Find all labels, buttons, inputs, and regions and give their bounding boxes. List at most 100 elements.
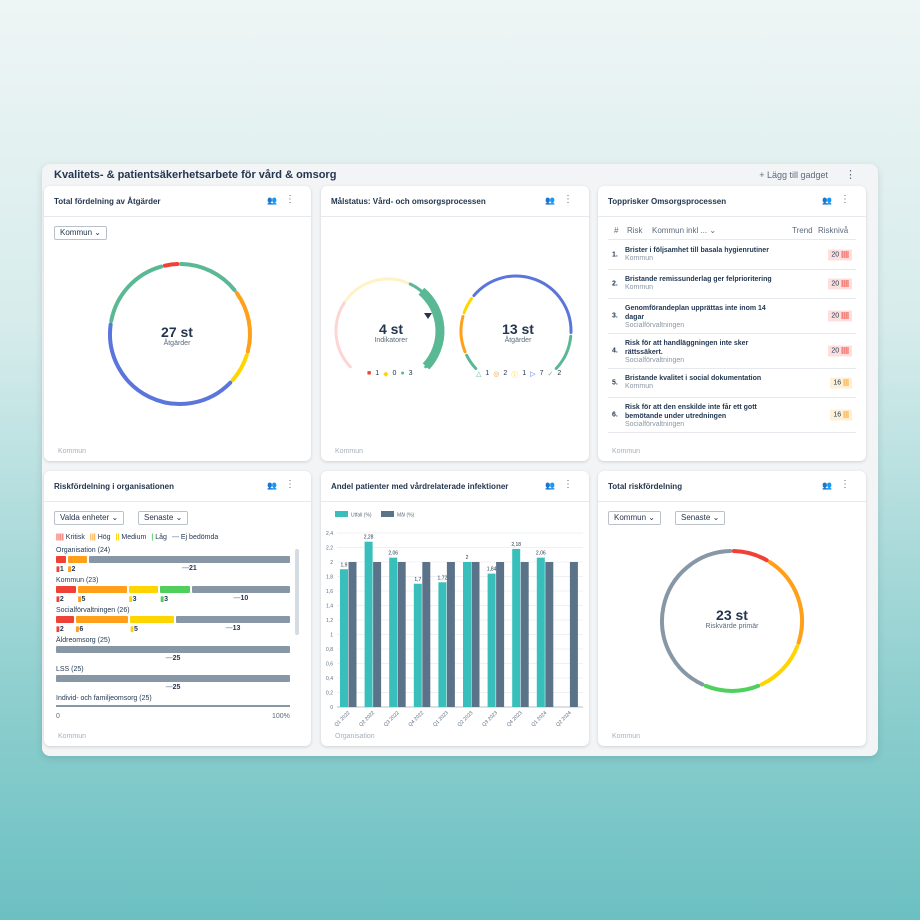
data-label: 2,28 — [364, 535, 374, 541]
risk-bar-segment[interactable] — [128, 586, 159, 593]
bar[interactable] — [348, 562, 357, 707]
donut-segment[interactable] — [162, 262, 180, 268]
bar[interactable] — [536, 557, 545, 707]
data-label: 1,9 — [341, 562, 348, 568]
donut-segment[interactable] — [703, 683, 761, 693]
bar[interactable] — [389, 557, 398, 707]
bar[interactable] — [569, 562, 578, 707]
bar[interactable] — [487, 573, 496, 707]
donut-segment[interactable] — [465, 353, 478, 371]
more-icon[interactable]: ⋮ — [563, 194, 573, 205]
donut-segment[interactable] — [108, 322, 233, 406]
donut-segment[interactable] — [109, 264, 164, 323]
org-row[interactable]: Organisation (24) ▮1 ▮2 —21 — [56, 547, 290, 573]
y-tick-label: 0 — [330, 705, 333, 711]
org-row[interactable]: Individ- och familjeomsorg (25) — [56, 695, 290, 707]
org-label: Socialförvaltningen (26) — [56, 607, 130, 614]
bar[interactable] — [438, 582, 447, 707]
bar[interactable] — [496, 562, 505, 707]
row-number: 5. — [612, 379, 618, 387]
org-row[interactable]: Socialförvaltningen (26) ▮2 ▮6 ▮5 —13 — [56, 607, 290, 633]
bar[interactable] — [340, 569, 348, 707]
donut-segment[interactable] — [731, 549, 769, 563]
risk-bar-segment[interactable] — [191, 586, 291, 593]
bar[interactable] — [413, 583, 422, 707]
risk-row[interactable]: 1. Brister i följsamhet till basala hygie… — [608, 241, 856, 270]
donut-segment[interactable] — [462, 297, 474, 315]
risk-row[interactable]: 4. Risk för att handläggningen inte sker … — [608, 334, 856, 369]
org-row[interactable]: Kommun (23) ▮2 ▮5 ▮3 ▮3 —10 — [56, 577, 291, 603]
row-number: 3. — [612, 312, 618, 320]
donut-segment[interactable] — [660, 549, 733, 687]
bar[interactable] — [463, 562, 471, 707]
people-icon[interactable]: 👥 — [545, 196, 555, 205]
risk-bar-segment[interactable] — [77, 586, 127, 593]
more-icon[interactable]: ⋮ — [840, 194, 850, 205]
donut-segment[interactable] — [472, 274, 573, 334]
col-num: # — [614, 226, 619, 235]
more-icon[interactable]: ⋮ — [285, 194, 295, 205]
org-row[interactable]: Äldreomsorg (25) —25 — [56, 637, 290, 662]
bar[interactable] — [422, 562, 431, 707]
org-row[interactable]: LSS (25) —25 — [56, 666, 290, 691]
period-dropdown[interactable]: Senaste ⌄ — [138, 511, 189, 525]
donut-segment[interactable] — [759, 644, 800, 687]
people-icon[interactable]: 👥 — [267, 196, 277, 205]
gauge-progress — [418, 287, 445, 370]
donut-segment[interactable] — [554, 334, 573, 371]
more-icon[interactable]: ⋮ — [285, 479, 295, 490]
risk-row[interactable]: 5. Bristande kvalitet i social dokumentat… — [608, 369, 856, 398]
risk-bar-segment[interactable] — [67, 556, 87, 563]
risk-bar-segment[interactable] — [160, 586, 190, 593]
risk-bar-segment[interactable] — [75, 616, 129, 623]
people-icon[interactable]: 👥 — [822, 481, 832, 490]
bar[interactable] — [446, 562, 455, 707]
risk-bar-segment[interactable] — [130, 616, 174, 623]
unit-dropdown[interactable]: Kommun ⌄ — [54, 226, 107, 240]
legend-label[interactable]: Utfall (%) — [351, 513, 372, 519]
risk-bar-segment[interactable] — [88, 556, 290, 563]
segment-count: ▮5 — [130, 626, 138, 633]
donut-segment[interactable] — [179, 262, 237, 293]
more-icon[interactable]: ⋮ — [840, 479, 850, 490]
risk-bar-segment[interactable] — [56, 556, 66, 563]
donut-segment[interactable] — [767, 560, 804, 645]
risk-rows: Organisation (24) ▮1 ▮2 —21 Kommun (23) ▮2 ▮5 ▮… — [56, 547, 291, 711]
bar[interactable] — [397, 562, 406, 707]
dashboard-menu-icon[interactable]: ⋮ — [845, 169, 856, 181]
donut-label: Åtgärder — [163, 340, 191, 347]
more-icon[interactable]: ⋮ — [563, 479, 573, 490]
bar[interactable] — [373, 562, 382, 707]
risk-row[interactable]: 6. Risk för att den enskilde inte får ett… — [608, 398, 856, 433]
unit-dropdown[interactable]: Kommun ⌄ — [608, 511, 661, 525]
bar[interactable] — [512, 548, 521, 707]
bar[interactable] — [471, 562, 480, 707]
units-dropdown[interactable]: Valda enheter ⌄ — [54, 511, 125, 525]
donut-segment[interactable] — [234, 291, 252, 354]
risk-filter-dropdown[interactable]: Kommun inkl ... ⌄ — [652, 226, 717, 235]
risk-bar-segment[interactable] — [56, 586, 76, 593]
risk-bar-segment[interactable] — [175, 616, 290, 623]
legend-label[interactable]: Mål (%) — [397, 512, 415, 519]
panel-title: Total fördelning av Åtgärder — [54, 197, 161, 206]
risk-bar-segment[interactable] — [56, 675, 290, 682]
period-dropdown[interactable]: Senaste ⌄ — [675, 511, 726, 525]
risk-list: 1. Brister i följsamhet till basala hygie… — [608, 241, 856, 433]
add-gadget-button[interactable]: + Lägg till gadget — [759, 170, 828, 180]
risk-row[interactable]: 3. Genomförandeplan upprättas inte inom 1… — [608, 299, 856, 334]
donut-segment[interactable] — [230, 353, 249, 383]
y-tick-label: 1,4 — [326, 604, 333, 610]
people-icon[interactable]: 👥 — [822, 196, 832, 205]
donut-segment[interactable] — [459, 314, 467, 354]
bar[interactable] — [545, 562, 554, 707]
bar[interactable] — [520, 562, 529, 707]
people-icon[interactable]: 👥 — [267, 481, 277, 490]
scrollbar[interactable] — [295, 549, 299, 635]
bar[interactable] — [364, 541, 373, 707]
people-icon[interactable]: 👥 — [545, 481, 555, 490]
risk-row[interactable]: 2. Bristande remissunderlag ger felpriori… — [608, 270, 856, 299]
donut-segment[interactable] — [334, 301, 352, 369]
risk-bar-segment[interactable] — [56, 616, 74, 623]
risk-bar-segment[interactable] — [56, 646, 290, 653]
donut-segment[interactable] — [344, 277, 410, 302]
